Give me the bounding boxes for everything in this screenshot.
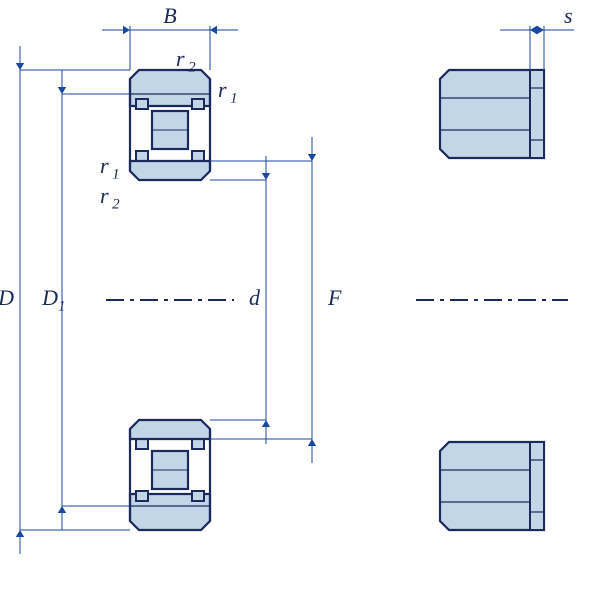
label-r2-left: r2 <box>100 183 120 212</box>
svg-text:2: 2 <box>188 59 196 75</box>
svg-text:r: r <box>218 77 227 102</box>
svg-text:1: 1 <box>112 166 120 182</box>
right-cross-section <box>416 70 568 530</box>
svg-text:d: d <box>249 285 261 310</box>
label-F: F <box>327 285 342 310</box>
label-B: B <box>163 3 176 28</box>
label-d: d <box>249 285 261 310</box>
label-D: D <box>0 285 14 310</box>
label-s: s <box>564 3 573 28</box>
svg-text:B: B <box>163 3 176 28</box>
svg-text:2: 2 <box>112 196 120 212</box>
label-r1-top: r1 <box>218 77 238 106</box>
svg-text:1: 1 <box>58 298 66 314</box>
label-r1-left: r1 <box>100 153 120 182</box>
svg-text:F: F <box>327 285 342 310</box>
svg-text:D: D <box>41 285 58 310</box>
left-cross-section <box>106 70 234 530</box>
svg-text:r: r <box>176 46 185 71</box>
svg-text:r: r <box>100 153 109 178</box>
svg-text:1: 1 <box>230 90 238 106</box>
svg-text:r: r <box>100 183 109 208</box>
svg-text:s: s <box>564 3 573 28</box>
svg-text:D: D <box>0 285 14 310</box>
